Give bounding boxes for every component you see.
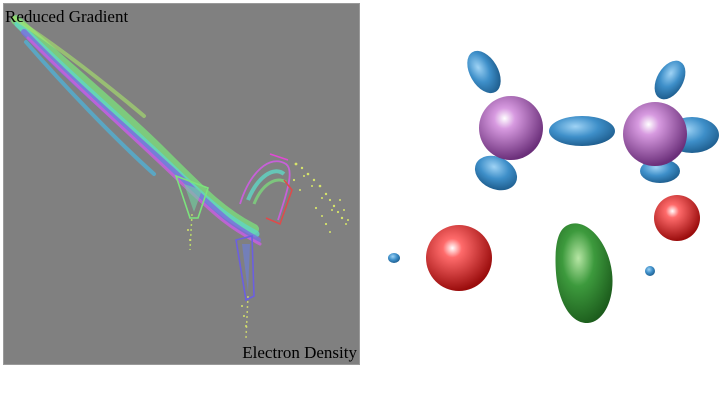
figure-caption: [2, 389, 726, 406]
blue-lobe-top-right: [654, 60, 686, 100]
red-sphere-left: [426, 225, 492, 291]
center-spike: [235, 234, 255, 339]
rdg-scatter-plot: Reduced Gradient Electron Density: [3, 3, 360, 365]
blue-lobe-small-right: [645, 266, 655, 276]
scatter-canvas: [11, 15, 349, 339]
blue-lobe-small-left: [388, 253, 400, 263]
x-axis-label: Electron Density: [242, 343, 357, 362]
blue-lobe-top-left: [467, 50, 501, 94]
purple-sphere-left: [479, 96, 543, 160]
blue-lobe-center: [549, 116, 615, 146]
green-lobe: [555, 223, 613, 324]
right-hook: [239, 153, 293, 226]
scatter-tail: [187, 162, 349, 327]
purple-sphere-right: [623, 102, 687, 166]
main-ribbon: [11, 15, 262, 246]
blue-lobe-left: [474, 155, 518, 191]
left-spike: [174, 174, 210, 251]
red-sphere-right: [654, 195, 700, 241]
molecule-isosurface: [388, 50, 719, 324]
y-axis-label: Reduced Gradient: [5, 7, 129, 26]
